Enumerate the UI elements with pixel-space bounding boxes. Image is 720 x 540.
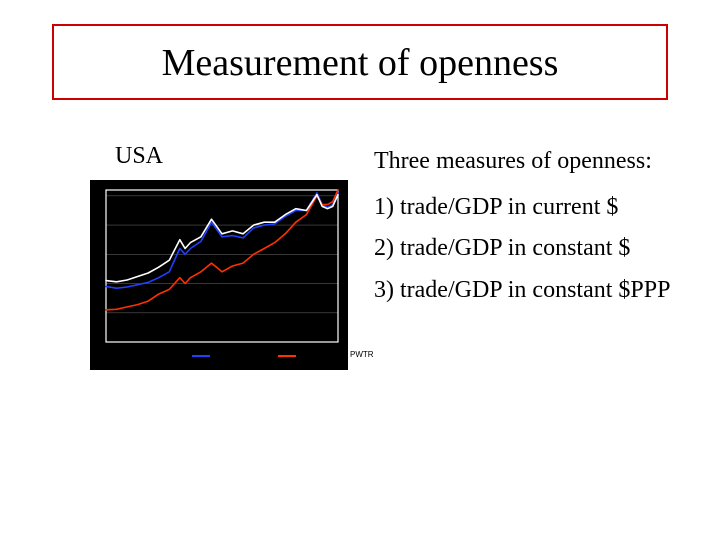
legend-tail: PWTR — [350, 350, 374, 359]
measures-heading: Three measures of openness: — [374, 148, 694, 176]
measure-item-3: 3) trade/GDP in constant $PPP — [374, 277, 694, 305]
slide-title: Measurement of openness — [54, 26, 666, 85]
title-box: Measurement of openness — [52, 24, 668, 100]
measure-item-1: 1) trade/GDP in current $ — [374, 194, 694, 222]
chart — [90, 180, 348, 370]
chart-label: USA — [115, 143, 163, 170]
chart-svg — [90, 180, 348, 370]
measure-item-2: 2) trade/GDP in constant $ — [374, 235, 694, 263]
text-column: Three measures of openness: 1) trade/GDP… — [374, 148, 694, 318]
